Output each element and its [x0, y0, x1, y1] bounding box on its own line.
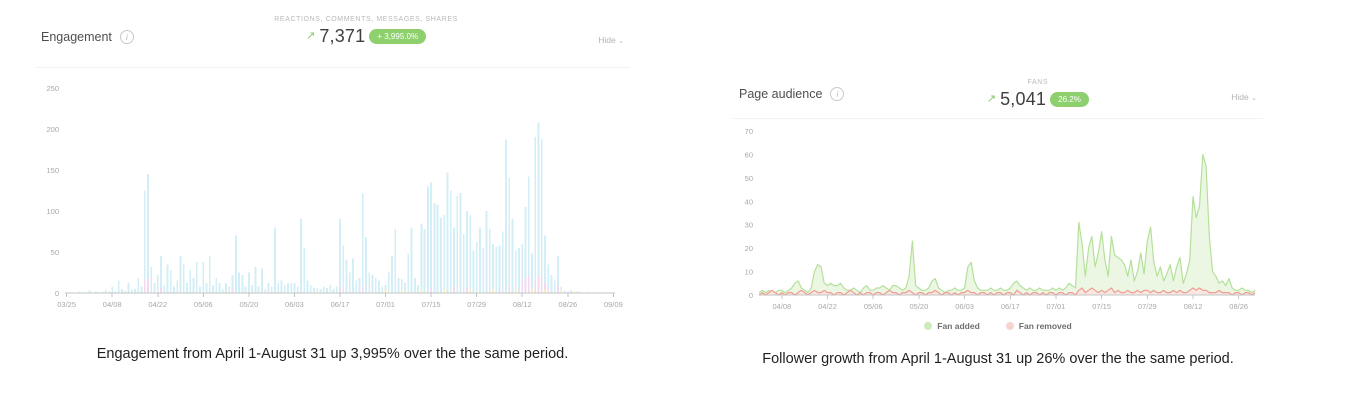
engagement-title: Engagement: [41, 30, 112, 44]
svg-text:05/20: 05/20: [239, 300, 258, 309]
svg-text:20: 20: [745, 244, 753, 253]
hide-label: Hide: [1231, 92, 1249, 102]
trend-up-icon: ↗: [986, 93, 997, 105]
page-audience-title: Page audience: [739, 87, 823, 101]
svg-text:06/03: 06/03: [285, 300, 304, 309]
engagement-value-row: ↗ 7,371 + 3,995.0%: [306, 26, 427, 47]
engagement-bar-chart: 0 50 100 150 200 250 03/25 04/08 04/22 05/06 05/20…: [46, 84, 623, 309]
chart-legend: Fan added Fan removed: [733, 321, 1263, 331]
engagement-metric: REACTIONS, COMMENTS, MESSAGES, SHARES ↗ …: [274, 16, 458, 47]
svg-text:07/29: 07/29: [467, 300, 486, 309]
svg-text:06/03: 06/03: [955, 302, 974, 311]
svg-text:07/15: 07/15: [422, 300, 441, 309]
svg-text:0: 0: [749, 291, 753, 300]
hide-toggle-engagement[interactable]: Hide ⌄: [598, 35, 624, 45]
chevron-down-icon: ⌄: [618, 38, 624, 45]
svg-text:04/22: 04/22: [818, 302, 837, 311]
page-audience-value-row: ↗ 5,041 26.2%: [987, 89, 1089, 110]
svg-text:200: 200: [46, 125, 59, 134]
svg-text:07/01: 07/01: [1047, 302, 1066, 311]
svg-text:04/22: 04/22: [148, 300, 167, 309]
svg-text:250: 250: [46, 84, 59, 93]
chevron-down-icon: ⌄: [1251, 95, 1257, 102]
legend-label: Fan added: [937, 321, 980, 331]
svg-text:40: 40: [745, 197, 753, 206]
engagement-value: 7,371: [319, 26, 366, 46]
svg-text:03/25: 03/25: [57, 300, 76, 309]
trend-up-icon: ↗: [306, 30, 316, 42]
engagement-delta-badge: + 3,995.0%: [369, 29, 427, 44]
svg-text:30: 30: [745, 221, 753, 230]
page-audience-actions: Hide ⌄: [1231, 79, 1257, 105]
page-audience-metric: FANS ↗ 5,041 26.2%: [987, 79, 1089, 110]
legend-item-fan-added: Fan added: [924, 321, 980, 331]
svg-text:05/20: 05/20: [910, 302, 929, 311]
engagement-panel: Engagement i REACTIONS, COMMENTS, MESSAG…: [35, 12, 630, 362]
info-icon[interactable]: i: [830, 87, 845, 101]
svg-text:09/09: 09/09: [604, 300, 623, 309]
page-audience-header: Page audience i FANS ↗ 5,041 26.2% Hide …: [733, 75, 1263, 119]
svg-text:07/01: 07/01: [376, 300, 395, 309]
svg-text:07/15: 07/15: [1092, 302, 1111, 311]
legend-item-fan-removed: Fan removed: [1005, 321, 1072, 331]
engagement-actions: Hide ⌄: [598, 16, 624, 48]
svg-text:08/26: 08/26: [1229, 302, 1248, 311]
svg-text:50: 50: [51, 248, 59, 257]
svg-text:10: 10: [745, 268, 753, 277]
page-audience-title-group: Page audience i: [739, 79, 845, 101]
svg-text:50: 50: [745, 174, 753, 183]
hide-label: Hide: [598, 35, 616, 45]
fan-removed-dot-icon: [1005, 322, 1014, 330]
svg-text:05/06: 05/06: [194, 300, 213, 309]
svg-text:70: 70: [745, 127, 753, 136]
svg-text:04/08: 04/08: [103, 300, 122, 309]
page-audience-subtitle: FANS: [1027, 79, 1049, 86]
page-audience-caption: Follower growth from April 1-August 31 u…: [762, 351, 1234, 367]
page-audience-value: 5,041: [1000, 89, 1047, 109]
info-icon[interactable]: i: [119, 30, 134, 44]
hide-toggle-page-audience[interactable]: Hide ⌄: [1231, 92, 1257, 102]
svg-text:06/17: 06/17: [331, 300, 350, 309]
engagement-subtitle: REACTIONS, COMMENTS, MESSAGES, SHARES: [274, 16, 458, 23]
svg-text:08/12: 08/12: [1184, 302, 1203, 311]
svg-text:100: 100: [46, 207, 59, 216]
engagement-header: Engagement i REACTIONS, COMMENTS, MESSAG…: [35, 12, 630, 68]
page-audience-panel: Page audience i FANS ↗ 5,041 26.2% Hide …: [733, 75, 1263, 367]
svg-text:05/06: 05/06: [864, 302, 883, 311]
svg-text:150: 150: [46, 166, 59, 175]
page-audience-delta-badge: 26.2%: [1050, 92, 1089, 107]
svg-text:08/12: 08/12: [513, 300, 532, 309]
svg-text:06/17: 06/17: [1001, 302, 1020, 311]
engagement-title-group: Engagement i: [41, 16, 134, 44]
fan-added-dot-icon: [924, 322, 933, 330]
svg-text:08/26: 08/26: [558, 300, 577, 309]
svg-text:07/29: 07/29: [1138, 302, 1157, 311]
fans-area-chart: 0 10 20 30 40 50 60 70 04/08 04/22 05/06 05/20 06/03…: [745, 127, 1256, 311]
legend-label: Fan removed: [1018, 321, 1072, 331]
svg-text:0: 0: [55, 289, 59, 298]
svg-text:04/08: 04/08: [772, 302, 791, 311]
svg-text:60: 60: [745, 150, 753, 159]
engagement-caption: Engagement from April 1-August 31 up 3,9…: [96, 346, 569, 362]
